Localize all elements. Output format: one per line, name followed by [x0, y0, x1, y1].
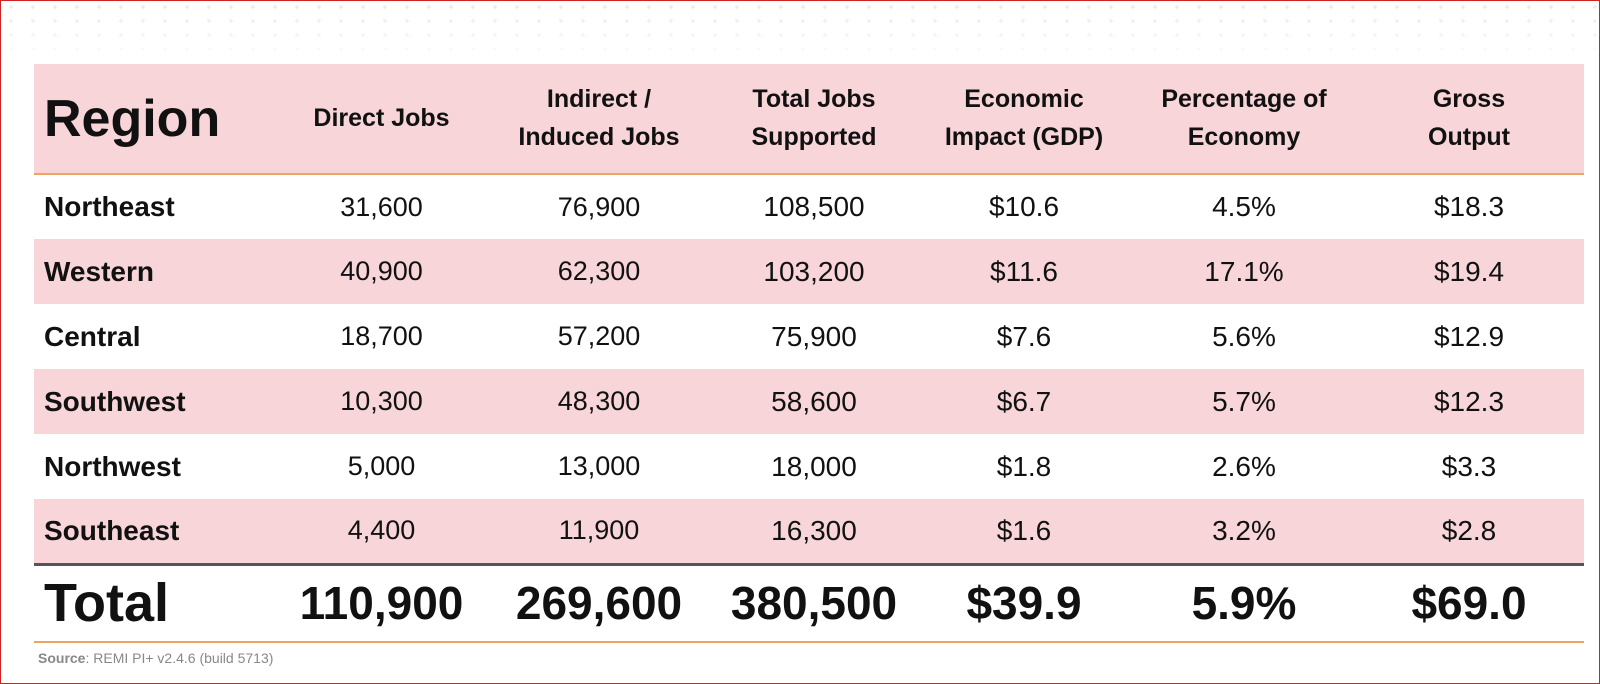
cell-direct-jobs: 4,400 [347, 515, 416, 546]
cell-gross-output: $2.8 [1441, 514, 1497, 546]
cell-percentage: 5.7% [1212, 385, 1276, 417]
cell-direct-jobs: 18,700 [340, 321, 423, 351]
cell-region: Western [44, 255, 154, 287]
cell-total-jobs: 18,000 [771, 450, 857, 482]
cell-gdp: $7.6 [996, 320, 1052, 352]
cell-total-jobs: 58,600 [771, 385, 857, 417]
column-header-percentage: Percentage of Economy [1134, 64, 1354, 175]
cell-indirect-jobs: 76,900 [557, 191, 641, 222]
cell-gross-output: $19.4 [1433, 255, 1505, 287]
background-fade [0, 0, 1600, 60]
totals-label: Total [34, 562, 279, 643]
cell-indirect-jobs: 13,000 [557, 451, 641, 481]
source-label: Source [38, 650, 86, 666]
cell-percentage: 4.5% [1212, 191, 1276, 222]
column-header-economic-impact: Economic Impact (GDP) [914, 64, 1134, 175]
cell-gdp: $10.6 [988, 191, 1060, 222]
cell-gdp: $11.6 [990, 255, 1058, 287]
column-header-region: Region [34, 64, 279, 175]
regional-jobs-table: Region Direct Jobs Indirect / Induced Jo… [34, 64, 1584, 643]
cell-percentage: 17.1% [1204, 255, 1284, 287]
cell-indirect-jobs: 62,300 [557, 256, 641, 286]
cell-gdp: $1.8 [996, 450, 1052, 482]
cell-indirect-jobs: 11,900 [558, 515, 640, 546]
cell-direct-jobs: 31,600 [340, 191, 423, 222]
cell-gross-output: $3.3 [1441, 450, 1497, 482]
column-header-total-jobs: Total Jobs Supported [714, 64, 914, 175]
cell-direct-jobs: 5,000 [347, 451, 416, 481]
cell-gross-output: $12.9 [1433, 320, 1505, 352]
table-row: Southeast 4,400 11,900 16,300 $1.6 3.2% … [34, 499, 1584, 564]
table-row: Northeast 31,600 76,900 108,500 $10.6 4.… [34, 174, 1584, 239]
table-header-row: Region Direct Jobs Indirect / Induced Jo… [34, 64, 1584, 175]
source-text: REMI PI+ v2.4.6 (build 5713) [93, 650, 274, 666]
source-note: Source: REMI PI+ v2.4.6 (build 5713) [38, 650, 273, 666]
cell-percentage: 3.2% [1212, 514, 1276, 546]
cell-gross-output: $12.3 [1433, 385, 1505, 417]
cell-indirect-jobs: 57,200 [557, 321, 641, 351]
cell-indirect-jobs: 48,300 [557, 386, 641, 416]
cell-percentage: 5.6% [1212, 320, 1276, 352]
table-row: Western 40,900 62,300 103,200 $11.6 17.1… [34, 239, 1584, 304]
cell-region: Northwest [44, 450, 181, 482]
cell-direct-jobs: 10,300 [340, 386, 423, 416]
cell-gdp: $6.7 [996, 385, 1052, 417]
cell-percentage: 2.6% [1212, 450, 1276, 482]
cell-gross-output: $18.3 [1433, 191, 1505, 222]
table-row: Southwest 10,300 48,300 58,600 $6.7 5.7%… [34, 369, 1584, 434]
cell-total-jobs: 16,300 [771, 514, 857, 546]
total-percentage: 5.9% [1134, 562, 1354, 643]
column-header-direct-jobs: Direct Jobs [279, 64, 484, 175]
total-gdp: $39.9 [914, 562, 1134, 643]
cell-region: Central [44, 320, 141, 352]
total-gross-output: $69.0 [1354, 562, 1584, 643]
cell-gdp: $1.6 [996, 514, 1052, 546]
table-row: Northwest 5,000 13,000 18,000 $1.8 2.6% … [34, 434, 1584, 499]
table-row: Central 18,700 57,200 75,900 $7.6 5.6% $… [34, 304, 1584, 369]
column-header-gross-output: Gross Output [1354, 64, 1584, 175]
totals-row: Total 110,900 269,600 380,500 $39.9 5.9%… [34, 562, 1584, 643]
column-header-indirect-jobs: Indirect / Induced Jobs [484, 64, 714, 175]
total-indirect-jobs: 269,600 [484, 562, 714, 643]
source-colon: : [85, 650, 94, 666]
cell-region: Southwest [44, 385, 186, 417]
cell-total-jobs: 75,900 [771, 320, 857, 352]
total-jobs-supported: 380,500 [714, 562, 914, 643]
cell-region: Southeast [44, 514, 180, 546]
cell-region: Northeast [44, 191, 175, 222]
cell-total-jobs: 103,200 [763, 255, 865, 287]
total-direct-jobs: 110,900 [279, 562, 484, 643]
cell-direct-jobs: 40,900 [340, 256, 423, 286]
cell-total-jobs: 108,500 [763, 191, 865, 222]
